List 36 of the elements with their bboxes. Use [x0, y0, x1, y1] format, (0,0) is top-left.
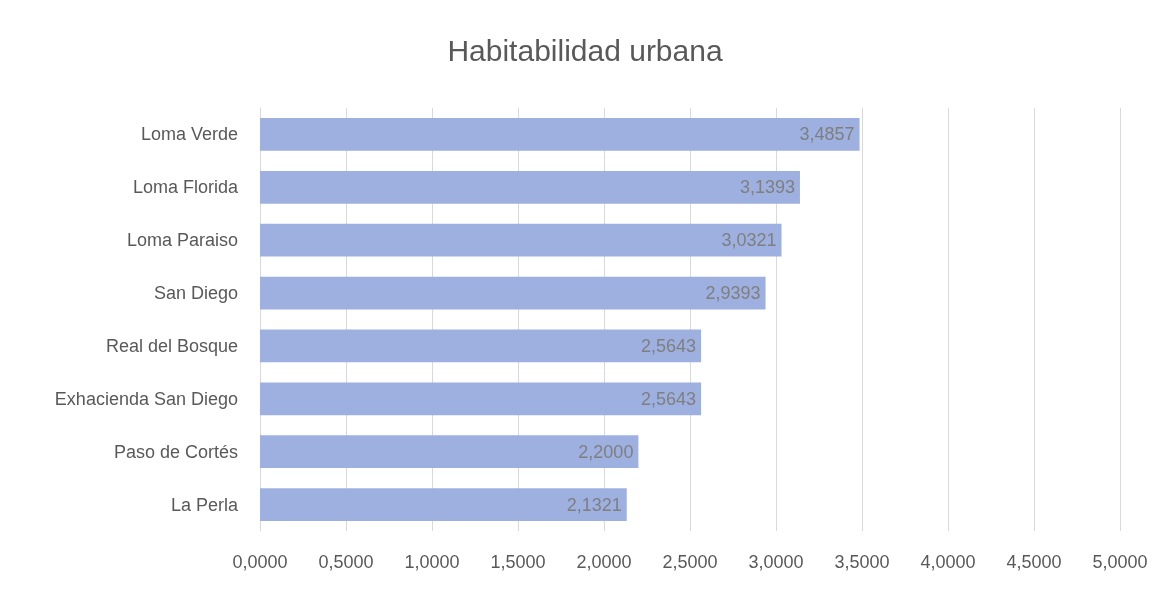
- x-tick-label: 3,5000: [834, 552, 890, 572]
- x-tick-label: 4,5000: [1006, 552, 1062, 572]
- bar: [260, 329, 702, 363]
- data-label: 2,5643: [641, 335, 697, 356]
- x-tick-label: 0,0000: [232, 552, 288, 572]
- data-label: 2,5643: [641, 388, 697, 409]
- x-tick-label: 2,5000: [662, 552, 718, 572]
- y-tick-label: San Diego: [153, 283, 238, 304]
- y-tick-label: La Perla: [170, 494, 239, 515]
- bar: [260, 118, 860, 151]
- y-tick-label: Loma Verde: [140, 124, 238, 145]
- y-tick-label: Loma Florida: [132, 177, 239, 198]
- bar: [260, 435, 639, 469]
- data-label: 2,9393: [705, 283, 761, 304]
- x-tick-label: 0,5000: [318, 552, 374, 572]
- bar: [260, 488, 627, 521]
- x-tick-label: 1,0000: [404, 552, 460, 572]
- y-tick-label: Exhacienda San Diego: [54, 388, 238, 409]
- y-tick-label: Paso de Cortés: [113, 441, 238, 462]
- chart-title: Habitabilidad urbana: [447, 33, 723, 67]
- bar: [260, 170, 800, 204]
- data-label: 3,1393: [739, 177, 795, 198]
- x-tick-label: 5,0000: [1092, 552, 1148, 572]
- data-label: 3,4857: [799, 124, 855, 145]
- x-tick-label: 4,0000: [920, 552, 976, 572]
- data-label: 2,2000: [578, 441, 634, 462]
- x-tick-label: 3,0000: [748, 552, 804, 572]
- bar: [260, 223, 782, 257]
- data-label: 2,1321: [566, 494, 622, 515]
- data-label: 3,0321: [721, 230, 777, 251]
- x-tick-label: 2,0000: [576, 552, 632, 572]
- y-tick-label: Real del Bosque: [105, 335, 238, 356]
- x-tick-label: 1,5000: [490, 552, 546, 572]
- bar: [260, 382, 702, 416]
- y-tick-label: Loma Paraiso: [126, 230, 238, 251]
- bar: [260, 276, 766, 310]
